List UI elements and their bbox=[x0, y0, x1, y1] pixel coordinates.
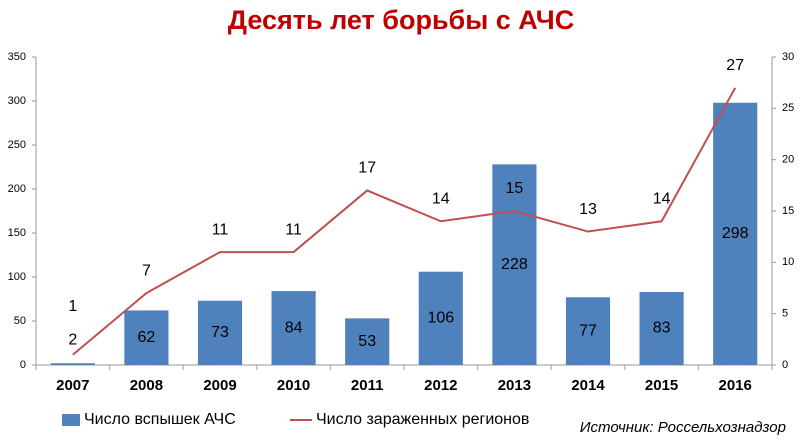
x-tick-label: 2013 bbox=[498, 377, 531, 394]
bar-value-label: 83 bbox=[653, 320, 671, 337]
line-value-label: 17 bbox=[358, 160, 376, 177]
line-value-label: 11 bbox=[285, 221, 302, 238]
bar-value-label: 53 bbox=[358, 333, 376, 350]
x-tick-label: 2010 bbox=[277, 377, 310, 394]
bar bbox=[713, 102, 758, 365]
chart-title: Десять лет борьбы с АЧС bbox=[228, 5, 574, 35]
x-tick-label: 2012 bbox=[424, 377, 457, 394]
bar-value-label: 298 bbox=[722, 225, 749, 242]
x-tick-label: 2014 bbox=[571, 377, 605, 394]
line-value-label: 14 bbox=[653, 190, 671, 207]
x-tick-label: 2007 bbox=[56, 377, 89, 394]
bar-value-label: 228 bbox=[501, 256, 528, 273]
line-value-label: 15 bbox=[506, 180, 524, 197]
bar bbox=[271, 291, 316, 365]
y-tick-label: 50 bbox=[14, 315, 26, 327]
bar bbox=[639, 291, 684, 365]
line-value-label: 27 bbox=[726, 57, 744, 74]
bar-value-label: 62 bbox=[138, 329, 156, 346]
legend-swatch bbox=[62, 414, 80, 426]
bar-value-label: 84 bbox=[285, 319, 303, 336]
bar bbox=[124, 310, 169, 365]
line-value-label: 14 bbox=[432, 190, 450, 207]
y-tick-label: 100 bbox=[8, 271, 26, 283]
bar bbox=[565, 297, 611, 365]
y-tick-label: 300 bbox=[8, 95, 26, 107]
y2-tick-label: 0 bbox=[782, 359, 788, 371]
bar-value-label: 73 bbox=[211, 324, 229, 341]
bar bbox=[418, 271, 463, 365]
y2-tick-label: 15 bbox=[782, 205, 794, 217]
line bbox=[72, 87, 737, 356]
x-tick-label: 2016 bbox=[719, 377, 752, 394]
bar bbox=[50, 363, 95, 365]
source: Источник: Россельхознадзор bbox=[580, 419, 786, 436]
y-tick-label: 350 bbox=[8, 51, 26, 63]
bar bbox=[197, 300, 243, 365]
line-value-label: 13 bbox=[579, 201, 597, 218]
y-tick-label: 200 bbox=[8, 183, 26, 195]
y-tick-label: 150 bbox=[8, 227, 26, 239]
bar bbox=[345, 318, 390, 365]
x-tick-label: 2009 bbox=[203, 377, 236, 394]
legend-label: Число вспышек АЧС bbox=[84, 411, 236, 428]
y2-tick-label: 10 bbox=[782, 256, 794, 268]
bar-value-label: 2 bbox=[68, 331, 77, 348]
bar-value-label: 77 bbox=[579, 322, 597, 339]
y2-tick-label: 5 bbox=[782, 308, 788, 320]
legend-label: Число зараженных регионов bbox=[316, 411, 529, 428]
bar bbox=[492, 164, 537, 365]
line-value-label: 1 bbox=[68, 298, 77, 315]
y2-tick-label: 25 bbox=[782, 102, 794, 114]
x-tick-label: 2011 bbox=[351, 377, 384, 394]
x-tick-label: 2015 bbox=[645, 377, 678, 394]
x-tick-label: 2008 bbox=[130, 377, 163, 394]
line-value-label: 11 bbox=[212, 221, 229, 238]
y2-tick-label: 20 bbox=[782, 154, 794, 166]
y2-tick-label: 30 bbox=[782, 51, 794, 63]
line-value-label: 7 bbox=[142, 262, 151, 279]
bar-value-label: 106 bbox=[427, 310, 454, 327]
y-tick-label: 250 bbox=[8, 139, 26, 151]
y-tick-label: 0 bbox=[20, 359, 26, 371]
